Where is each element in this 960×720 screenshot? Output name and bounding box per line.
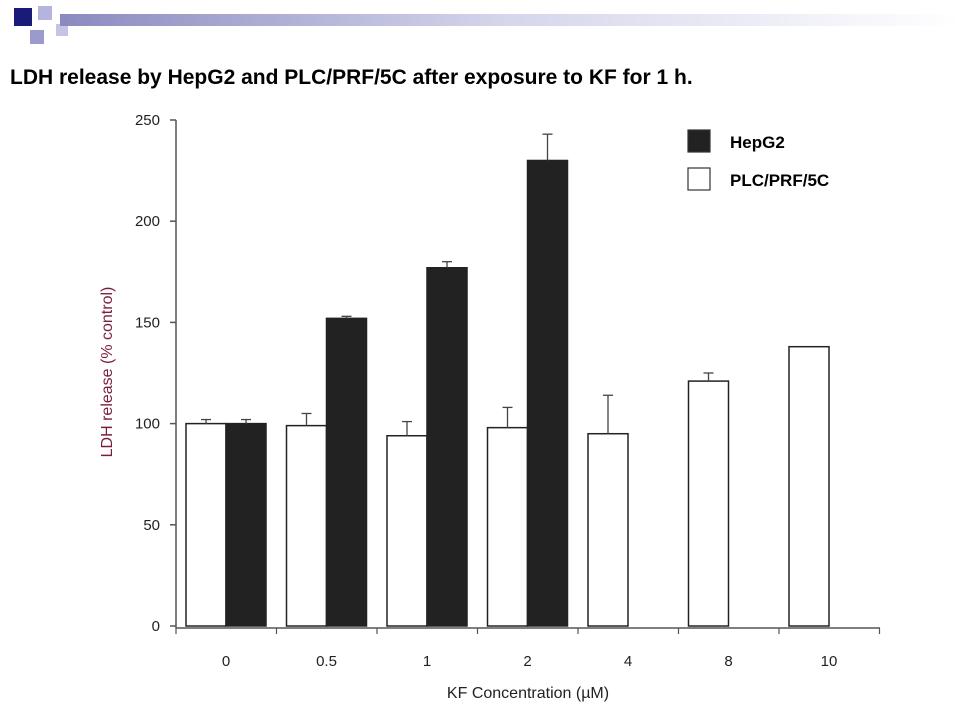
legend-swatch-hepg2 xyxy=(687,129,711,153)
x-tick-label: 4 xyxy=(624,653,632,670)
chart-legend: HepG2 PLC/PRF/5C xyxy=(687,129,829,191)
page-title: LDH release by HepG2 and PLC/PRF/5C afte… xyxy=(10,66,693,89)
chart-labels: 0 50 100 150 200 250 0 0.5 1 2 4 8 10 KF Concentratio… xyxy=(99,112,837,702)
bar-plc-10 xyxy=(788,345,830,627)
bar-plc-1 xyxy=(386,434,428,627)
x-axis-label: KF Concentration (µM) xyxy=(447,685,609,702)
bar-hepg2-1 xyxy=(426,267,468,627)
corner-square-light-3 xyxy=(56,24,68,36)
chart-axes xyxy=(170,119,881,634)
legend-label-plc: PLC/PRF/5C xyxy=(730,171,829,190)
y-tick-label: 0 xyxy=(152,618,160,635)
bar-plc-0.5 xyxy=(285,424,328,627)
bar-plc-8 xyxy=(687,380,730,627)
x-tick-label: 8 xyxy=(724,653,732,670)
bar-plc-4 xyxy=(587,432,629,627)
y-tick-label: 150 xyxy=(135,314,160,331)
x-tick-label: 2 xyxy=(523,653,531,670)
x-tick-label: 1 xyxy=(423,653,431,670)
bar-plc-2 xyxy=(486,426,529,627)
y-tick-label: 200 xyxy=(135,213,160,230)
y-tick-label: 50 xyxy=(143,517,160,534)
y-tick-label: 100 xyxy=(135,416,160,433)
x-tick-label: 10 xyxy=(821,653,838,670)
x-tick-label: 0.5 xyxy=(316,653,337,670)
corner-square-dark-1 xyxy=(14,8,32,26)
corner-square-light-2 xyxy=(30,30,44,44)
corner-square-light-1 xyxy=(38,6,52,20)
x-tick-label: 0 xyxy=(222,653,230,670)
chart-bars xyxy=(185,133,830,627)
bar-hepg2-2 xyxy=(526,159,569,627)
legend-label-hepg2: HepG2 xyxy=(730,133,785,152)
bar-plc-0 xyxy=(185,422,227,627)
header-gradient-bar xyxy=(60,14,960,26)
bar-hepg2-0 xyxy=(225,422,267,627)
y-tick-label: 250 xyxy=(135,112,160,129)
bar-hepg2-0.5 xyxy=(325,317,368,627)
legend-swatch-plc xyxy=(687,167,711,191)
y-axis-label: LDH release (% control) xyxy=(99,287,116,458)
